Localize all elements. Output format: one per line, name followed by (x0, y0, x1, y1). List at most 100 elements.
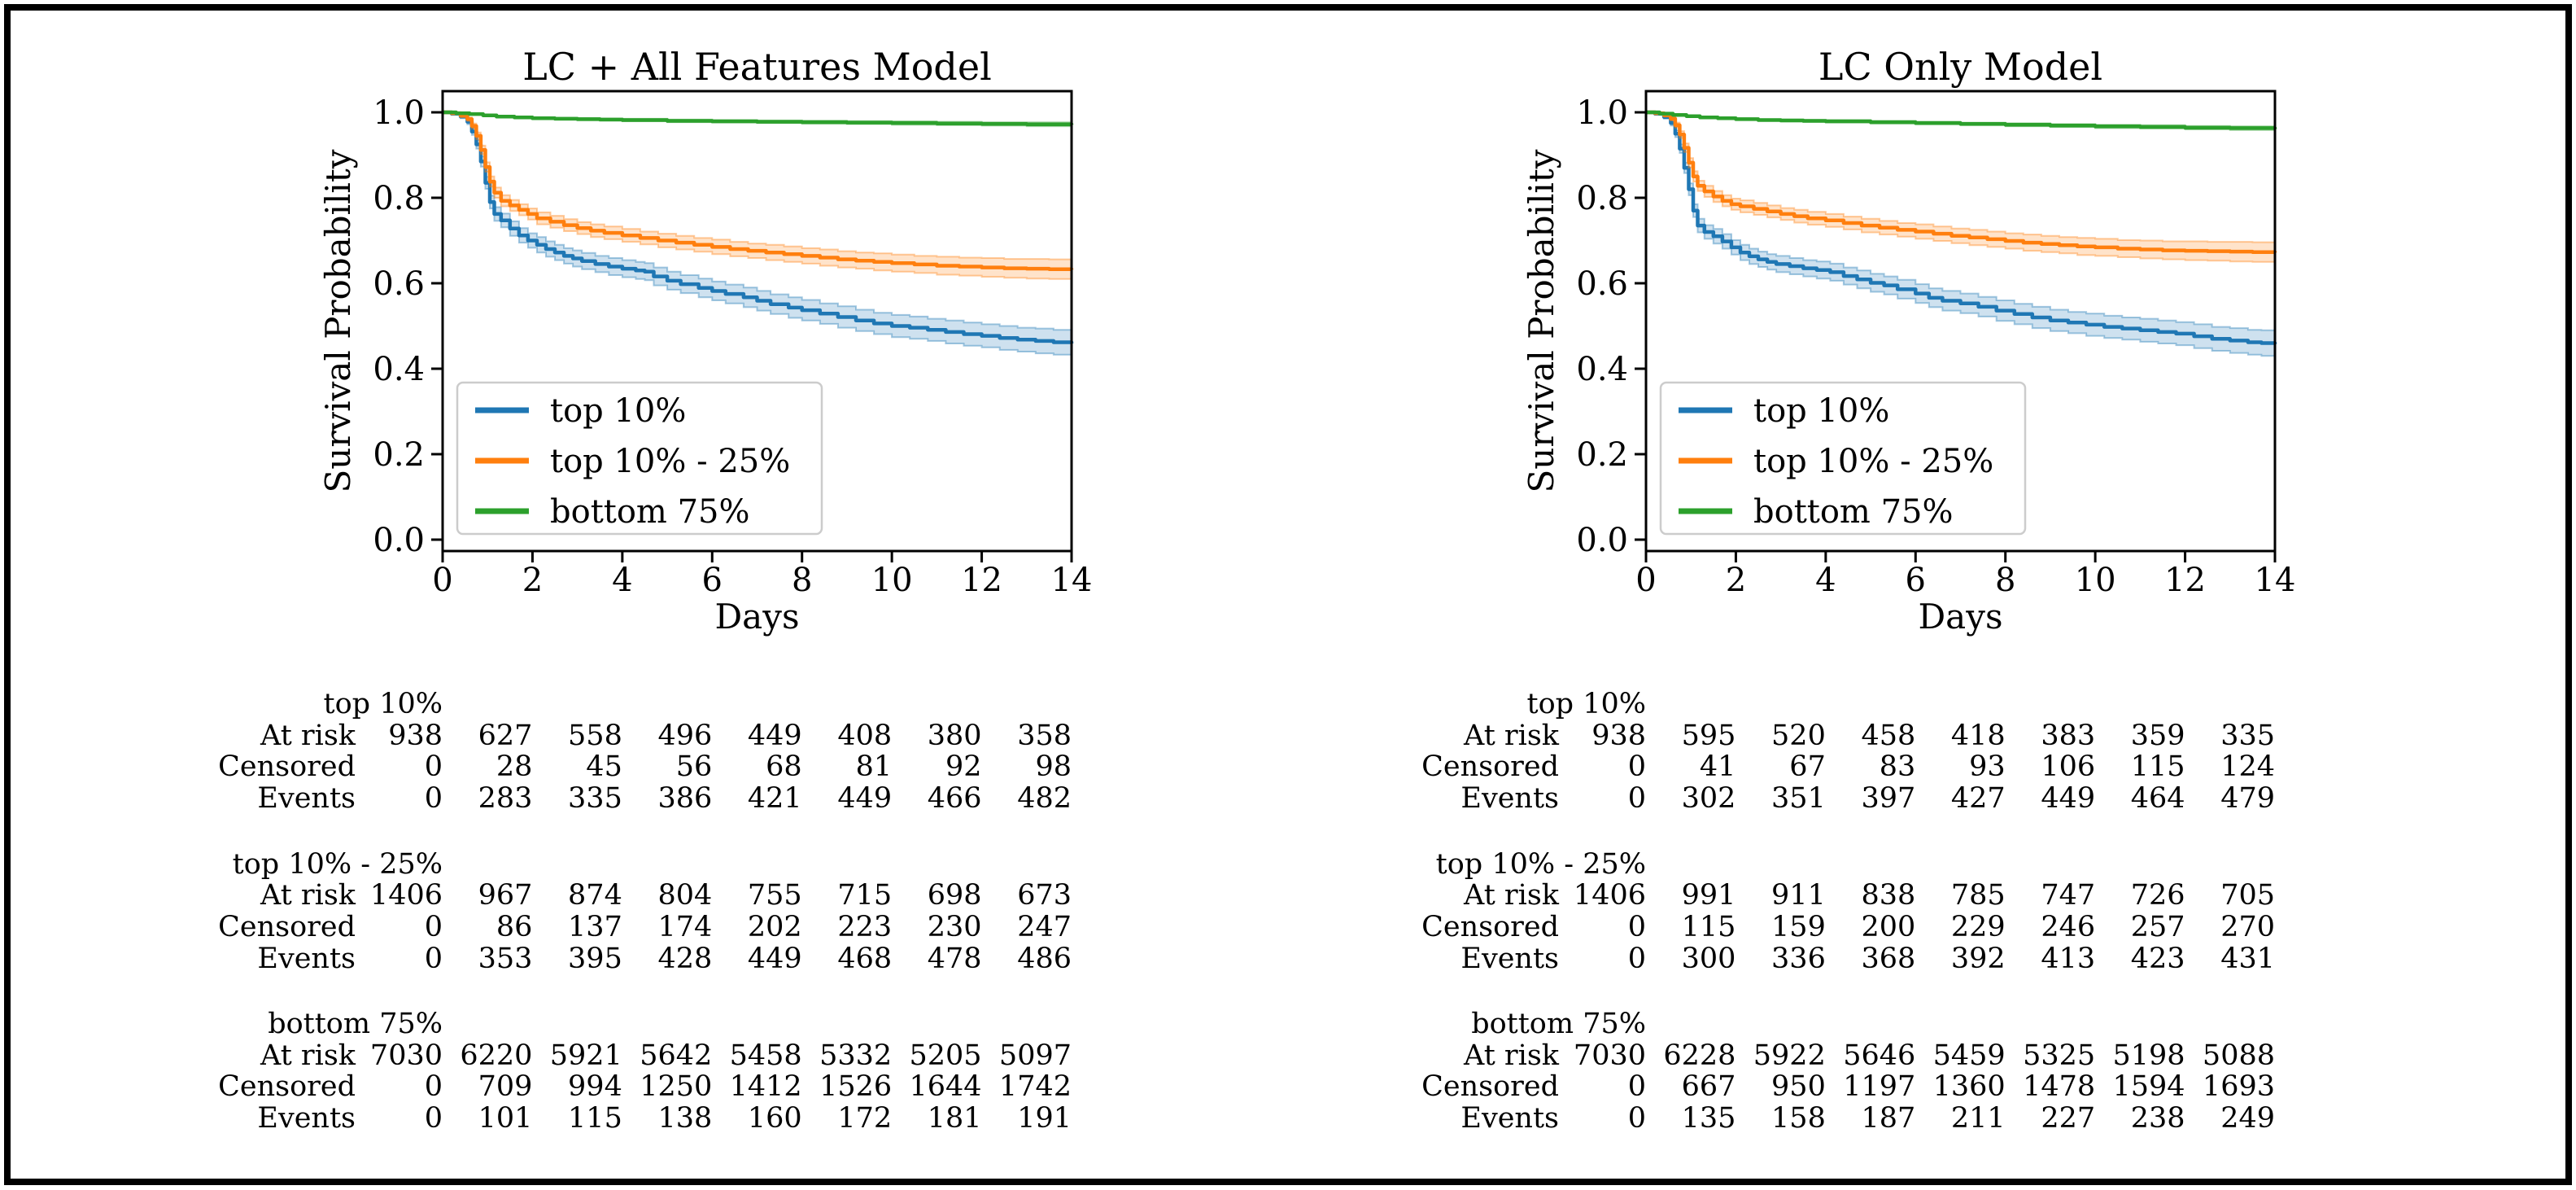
risk-table-cell-censored: 115 (1681, 910, 1736, 943)
risk-table-cell-censored: 56 (675, 750, 713, 784)
risk-table-cell-censored: 159 (1771, 910, 1826, 943)
x-tick-label: 0 (1635, 562, 1656, 599)
risk-table-cell-at_risk: 335 (2220, 719, 2275, 752)
risk-table-cell-events: 449 (747, 942, 802, 975)
risk-table-cell-censored: 86 (496, 910, 533, 943)
risk-row-label: Events (257, 782, 356, 816)
y-tick-label: 0.4 (373, 351, 425, 388)
risk-row-label: Events (1460, 782, 1559, 816)
y-tick-label: 0.0 (373, 522, 425, 559)
risk-table-cell-at_risk: 5646 (1843, 1039, 1916, 1072)
risk-table-cell-events: 211 (1950, 1102, 2006, 1135)
risk-table-cell-at_risk: 359 (2130, 719, 2185, 752)
risk-row-label: Censored (218, 910, 356, 943)
risk-table-cell-events: 449 (2041, 782, 2096, 816)
x-tick-label: 14 (1051, 562, 1093, 599)
risk-table-cell-events: 486 (1017, 942, 1072, 975)
risk-table-cell-censored: 1644 (909, 1070, 982, 1104)
confidence-band (1646, 112, 2275, 263)
risk-table-cell-at_risk: 5332 (819, 1039, 893, 1072)
risk-table-cell-censored: 257 (2130, 910, 2185, 943)
risk-table-cell-events: 191 (1017, 1102, 1072, 1135)
risk-table-cell-censored: 200 (1861, 910, 1916, 943)
x-tick-label: 4 (612, 562, 632, 599)
risk-table-cell-at_risk: 383 (2041, 719, 2096, 752)
risk-table-cell-at_risk: 5325 (2023, 1039, 2096, 1072)
risk-row-label: Events (1460, 1102, 1559, 1135)
risk-table-cell-censored: 1594 (2112, 1070, 2185, 1104)
risk-table-cell-events: 300 (1681, 942, 1736, 975)
risk-table-cell-at_risk: 5088 (2202, 1039, 2275, 1072)
survival-curve (1646, 110, 2277, 254)
risk-table-cell-censored: 246 (2041, 910, 2096, 943)
risk-table-cell-events: 482 (1017, 782, 1072, 816)
risk-table-cell-censored: 106 (2041, 750, 2096, 784)
risk-table-cell-events: 158 (1771, 1102, 1826, 1135)
risk-table-cell-censored: 45 (586, 750, 622, 784)
risk-table-cell-at_risk: 6220 (460, 1039, 533, 1072)
risk-table-cell-at_risk: 938 (388, 719, 443, 752)
risk-row-label: At risk (260, 1039, 356, 1072)
risk-table-cell-at_risk: 595 (1681, 719, 1736, 752)
legend-label: bottom 75% (550, 493, 749, 531)
risk-table-cell-at_risk: 1406 (369, 879, 443, 912)
risk-table-cell-censored: 124 (2220, 750, 2275, 784)
x-tick-label: 2 (522, 562, 543, 599)
risk-table-cell-at_risk: 705 (2220, 879, 2275, 912)
risk-table-cell-censored: 0 (424, 750, 443, 784)
risk-row-label: Censored (1421, 750, 1559, 784)
risk-table-cell-censored: 41 (1699, 750, 1736, 784)
band-lower-edge (1646, 112, 2276, 263)
risk-table-cell-events: 135 (1681, 1102, 1736, 1135)
y-tick-label: 0.4 (1576, 351, 1628, 388)
risk-group-header: bottom 75% (1471, 1008, 1646, 1040)
band-lower-edge (1646, 112, 2276, 357)
x-tick-label: 6 (702, 562, 723, 599)
risk-table-cell-events: 386 (657, 782, 713, 816)
risk-table-cell-events: 351 (1771, 782, 1826, 816)
risk-table-cell-at_risk: 496 (657, 719, 713, 752)
risk-table-cell-censored: 81 (855, 750, 893, 784)
band-lower-edge (443, 112, 1072, 280)
risk-table-cell-censored: 137 (568, 910, 622, 943)
confidence-band (443, 111, 1072, 357)
x-axis-label: Days (715, 597, 800, 637)
risk-table-cell-at_risk: 5198 (2112, 1039, 2185, 1072)
risk-table-cell-censored: 115 (2130, 750, 2185, 784)
risk-table-cell-censored: 174 (657, 910, 713, 943)
risk-table-cell-at_risk: 627 (478, 719, 533, 752)
risk-table-cell-at_risk: 715 (837, 879, 893, 912)
y-tick-label: 0.8 (373, 180, 425, 217)
risk-table-cell-at_risk: 7030 (1573, 1039, 1646, 1072)
legend-label: top 10% (550, 392, 686, 430)
risk-table-cell-events: 431 (2220, 942, 2275, 975)
risk-table-cell-censored: 229 (1950, 910, 2006, 943)
risk-row-label: Censored (1421, 910, 1559, 943)
risk-table-cell-censored: 1360 (1932, 1070, 2006, 1104)
risk-table-cell-at_risk: 449 (747, 719, 802, 752)
x-tick-label: 6 (1906, 562, 1926, 599)
risk-table-cell-events: 101 (478, 1102, 533, 1135)
risk-table-cell-censored: 709 (478, 1070, 533, 1104)
risk-table-cell-at_risk: 5097 (998, 1039, 1072, 1072)
axes-frame (1644, 90, 2277, 553)
risk-table-cell-events: 0 (1627, 782, 1646, 816)
risk-table-cell-at_risk: 5458 (729, 1039, 802, 1072)
x-tick-label: 4 (1815, 562, 1836, 599)
at-risk-table: top 10% At risk 938 627 558 496 449 408 380 358 Ce… (0, 0, 1139, 1190)
y-tick-label: 1.0 (373, 94, 425, 132)
legend-label: top 10% - 25% (550, 443, 790, 480)
x-tick-label: 2 (1726, 562, 1746, 599)
y-tick-label: 0.2 (373, 436, 425, 474)
risk-group-header: top 10% - 25% (1435, 847, 1646, 881)
axes-frame (441, 90, 1073, 553)
risk-table-cell-at_risk: 698 (927, 879, 982, 912)
risk-table-cell-events: 249 (2220, 1102, 2275, 1135)
risk-table-cell-censored: 270 (2220, 910, 2275, 943)
risk-table-cell-at_risk: 991 (1681, 879, 1736, 912)
risk-table-cell-censored: 994 (568, 1070, 622, 1104)
risk-table-cell-events: 413 (2041, 942, 2096, 975)
km-figure-lc-all-features: LC + All Features Model Survival Probabil… (0, 0, 1139, 1190)
risk-table-cell-at_risk: 458 (1861, 719, 1916, 752)
risk-table-cell-events: 0 (1627, 1102, 1646, 1135)
